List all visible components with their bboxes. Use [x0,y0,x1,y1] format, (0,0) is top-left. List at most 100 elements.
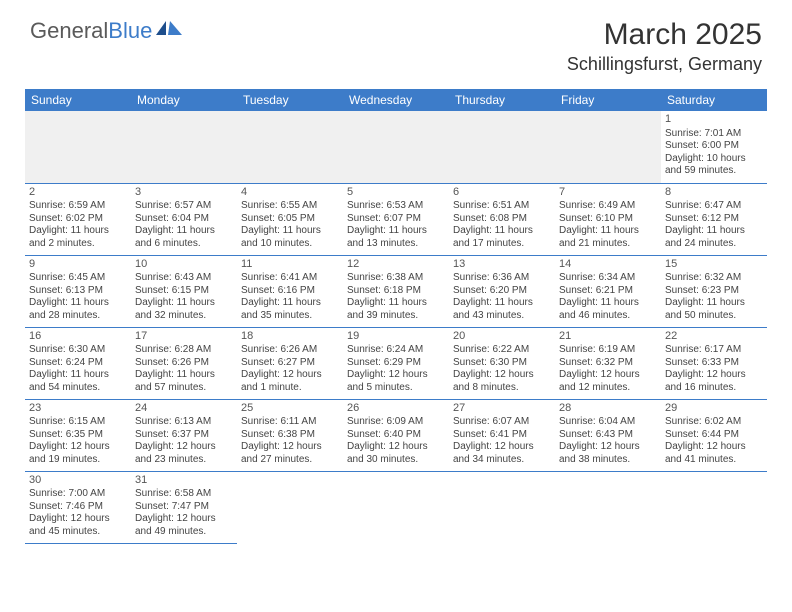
daylight-text: Daylight: 11 hours and 46 minutes. [559,297,657,322]
daylight-text: Daylight: 12 hours and 23 minutes. [135,441,233,466]
calendar-cell: 27Sunrise: 6:07 AMSunset: 6:41 PMDayligh… [449,399,555,471]
sunrise-text: Sunrise: 6:04 AM [559,416,657,429]
daylight-text: Daylight: 11 hours and 6 minutes. [135,225,233,250]
sunrise-text: Sunrise: 6:02 AM [665,416,763,429]
sunrise-text: Sunrise: 6:26 AM [241,344,339,357]
sunset-text: Sunset: 6:08 PM [453,213,551,226]
weekday-sunday: Sunday [25,89,131,111]
flag-icon [156,17,184,43]
daylight-text: Daylight: 12 hours and 45 minutes. [29,513,127,538]
sunrise-text: Sunrise: 6:59 AM [29,200,127,213]
sunrise-text: Sunrise: 6:41 AM [241,272,339,285]
day-number: 15 [665,258,763,272]
daylight-text: Daylight: 11 hours and 32 minutes. [135,297,233,322]
calendar-row: 9Sunrise: 6:45 AMSunset: 6:13 PMDaylight… [25,255,767,327]
daylight-text: Daylight: 12 hours and 41 minutes. [665,441,763,466]
calendar-cell: 21Sunrise: 6:19 AMSunset: 6:32 PMDayligh… [555,327,661,399]
day-number: 26 [347,402,445,416]
sunset-text: Sunset: 6:10 PM [559,213,657,226]
sunrise-text: Sunrise: 6:43 AM [135,272,233,285]
calendar-cell [449,111,555,183]
calendar-cell: 14Sunrise: 6:34 AMSunset: 6:21 PMDayligh… [555,255,661,327]
calendar-cell: 17Sunrise: 6:28 AMSunset: 6:26 PMDayligh… [131,327,237,399]
sunset-text: Sunset: 6:04 PM [135,213,233,226]
calendar-cell: 10Sunrise: 6:43 AMSunset: 6:15 PMDayligh… [131,255,237,327]
sunset-text: Sunset: 6:30 PM [453,357,551,370]
sunrise-text: Sunrise: 7:01 AM [665,128,763,141]
sunrise-text: Sunrise: 6:45 AM [29,272,127,285]
sunrise-text: Sunrise: 6:38 AM [347,272,445,285]
location-text: Schillingsfurst, Germany [567,54,762,75]
weekday-friday: Friday [555,89,661,111]
calendar-cell: 26Sunrise: 6:09 AMSunset: 6:40 PMDayligh… [343,399,449,471]
weekday-wednesday: Wednesday [343,89,449,111]
sunset-text: Sunset: 6:33 PM [665,357,763,370]
daylight-text: Daylight: 11 hours and 21 minutes. [559,225,657,250]
calendar-cell: 19Sunrise: 6:24 AMSunset: 6:29 PMDayligh… [343,327,449,399]
sunset-text: Sunset: 6:27 PM [241,357,339,370]
calendar-cell [25,111,131,183]
sunrise-text: Sunrise: 6:51 AM [453,200,551,213]
daylight-text: Daylight: 11 hours and 43 minutes. [453,297,551,322]
sunset-text: Sunset: 6:05 PM [241,213,339,226]
calendar-cell: 8Sunrise: 6:47 AMSunset: 6:12 PMDaylight… [661,183,767,255]
calendar-cell [237,471,343,543]
sunrise-text: Sunrise: 6:17 AM [665,344,763,357]
day-number: 10 [135,258,233,272]
sunrise-text: Sunrise: 6:49 AM [559,200,657,213]
daylight-text: Daylight: 12 hours and 5 minutes. [347,369,445,394]
calendar-cell [449,471,555,543]
daylight-text: Daylight: 11 hours and 13 minutes. [347,225,445,250]
calendar-cell [555,471,661,543]
daylight-text: Daylight: 11 hours and 35 minutes. [241,297,339,322]
sunset-text: Sunset: 6:16 PM [241,285,339,298]
sunset-text: Sunset: 6:37 PM [135,429,233,442]
calendar-cell [237,111,343,183]
logo-text-blue: Blue [108,18,152,44]
day-number: 19 [347,330,445,344]
calendar-cell: 7Sunrise: 6:49 AMSunset: 6:10 PMDaylight… [555,183,661,255]
daylight-text: Daylight: 12 hours and 38 minutes. [559,441,657,466]
sunrise-text: Sunrise: 6:28 AM [135,344,233,357]
calendar-cell: 25Sunrise: 6:11 AMSunset: 6:38 PMDayligh… [237,399,343,471]
logo: GeneralBlue [30,18,184,44]
day-number: 28 [559,402,657,416]
daylight-text: Daylight: 11 hours and 50 minutes. [665,297,763,322]
calendar-cell: 15Sunrise: 6:32 AMSunset: 6:23 PMDayligh… [661,255,767,327]
sunrise-text: Sunrise: 6:47 AM [665,200,763,213]
calendar-cell: 5Sunrise: 6:53 AMSunset: 6:07 PMDaylight… [343,183,449,255]
sunset-text: Sunset: 7:47 PM [135,501,233,514]
day-number: 7 [559,186,657,200]
day-number: 22 [665,330,763,344]
day-number: 27 [453,402,551,416]
weekday-header-row: Sunday Monday Tuesday Wednesday Thursday… [25,89,767,111]
sunset-text: Sunset: 6:32 PM [559,357,657,370]
daylight-text: Daylight: 12 hours and 27 minutes. [241,441,339,466]
calendar-cell: 12Sunrise: 6:38 AMSunset: 6:18 PMDayligh… [343,255,449,327]
calendar-body: 1Sunrise: 7:01 AMSunset: 6:00 PMDaylight… [25,111,767,543]
calendar-row: 2Sunrise: 6:59 AMSunset: 6:02 PMDaylight… [25,183,767,255]
calendar-cell [131,111,237,183]
calendar-cell [343,471,449,543]
calendar-cell: 2Sunrise: 6:59 AMSunset: 6:02 PMDaylight… [25,183,131,255]
calendar-cell: 16Sunrise: 6:30 AMSunset: 6:24 PMDayligh… [25,327,131,399]
day-number: 18 [241,330,339,344]
daylight-text: Daylight: 12 hours and 30 minutes. [347,441,445,466]
sunrise-text: Sunrise: 6:57 AM [135,200,233,213]
daylight-text: Daylight: 12 hours and 34 minutes. [453,441,551,466]
sunset-text: Sunset: 6:41 PM [453,429,551,442]
calendar-cell: 3Sunrise: 6:57 AMSunset: 6:04 PMDaylight… [131,183,237,255]
day-number: 11 [241,258,339,272]
sunset-text: Sunset: 6:23 PM [665,285,763,298]
sunset-text: Sunset: 6:29 PM [347,357,445,370]
calendar-cell: 6Sunrise: 6:51 AMSunset: 6:08 PMDaylight… [449,183,555,255]
day-number: 3 [135,186,233,200]
daylight-text: Daylight: 11 hours and 28 minutes. [29,297,127,322]
sunset-text: Sunset: 6:38 PM [241,429,339,442]
header: GeneralBlue March 2025 Schillingsfurst, … [0,0,792,81]
daylight-text: Daylight: 12 hours and 12 minutes. [559,369,657,394]
day-number: 2 [29,186,127,200]
sunrise-text: Sunrise: 6:53 AM [347,200,445,213]
sunrise-text: Sunrise: 6:15 AM [29,416,127,429]
daylight-text: Daylight: 12 hours and 1 minute. [241,369,339,394]
